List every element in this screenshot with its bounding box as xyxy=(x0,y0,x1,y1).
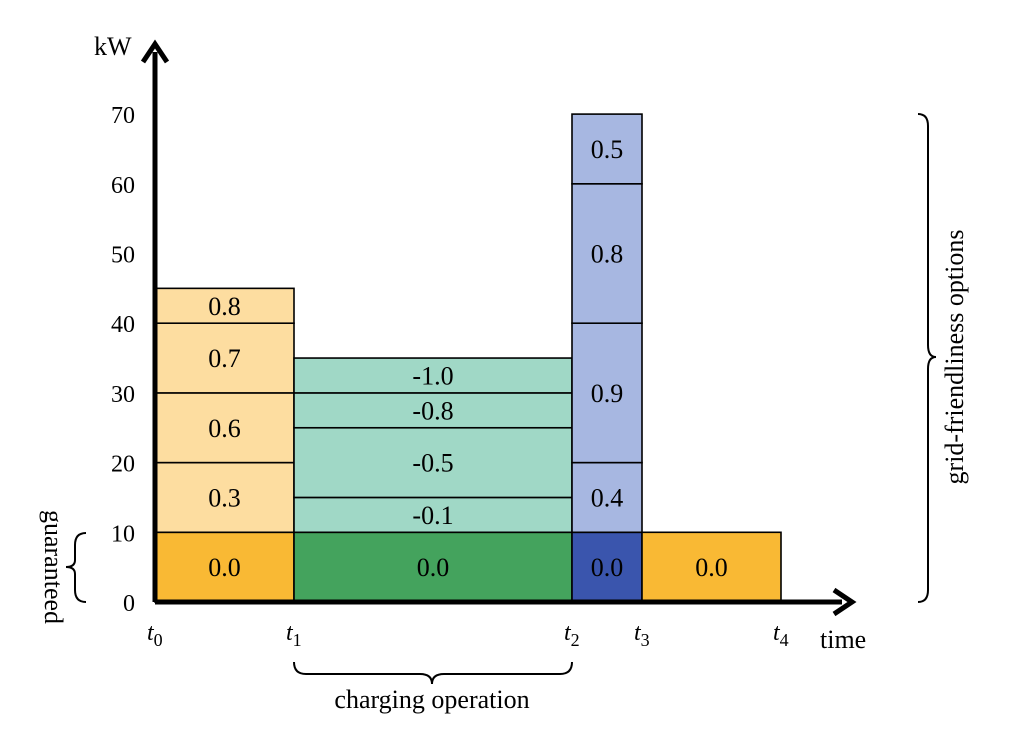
grid-friendliness-label: grid-friendliness options xyxy=(940,230,969,485)
y-tick-label: 50 xyxy=(111,243,135,269)
guaranteed-label: guaranteed xyxy=(39,510,68,624)
block-value-label: 0.8 xyxy=(591,240,624,269)
block-value-label: 0.0 xyxy=(695,553,728,582)
x-tick-label: t4 xyxy=(773,620,789,650)
block-value-label: 0.3 xyxy=(208,483,241,512)
y-tick-label: 30 xyxy=(111,382,135,408)
x-tick-labels: t0 t1 t2 t3 t4 xyxy=(147,620,789,650)
grid-friendliness-brace xyxy=(917,113,937,603)
y-axis-unit: kW xyxy=(94,32,132,61)
block-rect xyxy=(154,461,295,534)
block-rect xyxy=(293,496,573,534)
block-rect xyxy=(571,113,643,185)
block-value-label: 0.8 xyxy=(208,292,241,321)
block-value-label: 0.7 xyxy=(208,344,241,373)
guaranteed-brace xyxy=(65,532,87,603)
block-value-label: -0.1 xyxy=(412,501,453,530)
y-tick-labels: 0 10 20 30 40 50 60 70 xyxy=(111,103,135,617)
block-rect xyxy=(293,531,573,603)
block-value-label: 0.0 xyxy=(417,553,450,582)
power-blocks: 0.0 0.3 0.6 0.7 0.8 0.0 -0.1 -0.5 -0.8 -1.0 0.0 0.4… xyxy=(154,113,782,603)
block-value-label: 0.0 xyxy=(591,553,624,582)
charging-operation-label: charging operation xyxy=(334,685,529,714)
block-value-label: 0.4 xyxy=(591,483,624,512)
block-rect xyxy=(293,392,573,429)
x-tick-label: t2 xyxy=(564,620,580,650)
block-value-label: -1.0 xyxy=(412,361,453,390)
block-rect xyxy=(154,287,295,325)
block-rect xyxy=(571,461,643,534)
block-value-label: 0.0 xyxy=(208,553,241,582)
annotations: guaranteed charging operation grid-frien… xyxy=(39,113,969,714)
x-axis-arrowhead xyxy=(832,587,857,617)
block-rect xyxy=(293,426,573,499)
y-tick-label: 20 xyxy=(111,452,135,478)
x-tick-label: t3 xyxy=(634,620,650,650)
block-value-label: -0.8 xyxy=(412,396,453,425)
block-rect xyxy=(293,357,573,394)
block-rect xyxy=(154,531,295,603)
block-value-label: -0.5 xyxy=(412,449,453,478)
y-axis-arrowhead xyxy=(140,39,170,64)
block-value-label: 0.5 xyxy=(591,135,624,164)
y-tick-label: 0 xyxy=(123,591,135,617)
charging-operation-brace xyxy=(293,661,573,685)
x-tick-label: t1 xyxy=(286,620,302,650)
axes: kW time xyxy=(94,32,866,654)
block-value-label: 0.9 xyxy=(591,379,624,408)
x-tick-label: t0 xyxy=(147,620,163,650)
block-rect xyxy=(641,531,782,603)
y-tick-label: 60 xyxy=(111,173,135,199)
x-axis-label: time xyxy=(820,625,866,654)
block-value-label: 0.6 xyxy=(208,414,241,443)
y-tick-label: 70 xyxy=(111,103,135,129)
y-tick-label: 10 xyxy=(111,521,135,547)
block-rect xyxy=(571,322,643,464)
y-tick-label: 40 xyxy=(111,312,135,338)
